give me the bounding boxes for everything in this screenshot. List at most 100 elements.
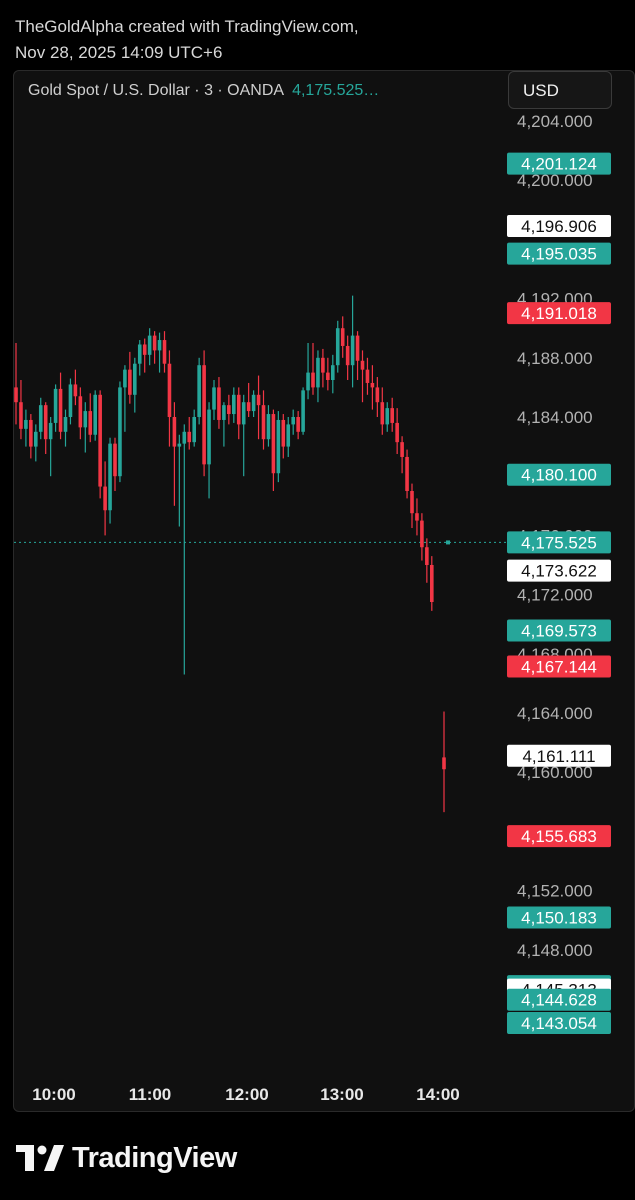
candle-body [335, 328, 340, 366]
candle-body [430, 565, 434, 602]
candle-body [207, 409, 211, 465]
candle-body [142, 344, 147, 355]
candle-body [78, 396, 83, 428]
candle-body [14, 387, 18, 403]
current-price-marker [446, 540, 450, 545]
candle-body [192, 417, 196, 443]
candle-body [340, 328, 345, 346]
candle-body [345, 345, 350, 366]
price-label: 4,161.111 [522, 747, 595, 766]
x-tick-label: 12:00 [225, 1085, 268, 1104]
candle-body [281, 419, 286, 447]
candle-body [103, 486, 107, 511]
y-tick-label: 4,172.000 [517, 586, 593, 605]
candle-body [227, 405, 231, 415]
candle-body [375, 387, 380, 403]
candle-body [301, 390, 305, 432]
candle-body [355, 335, 360, 361]
candle-body [172, 417, 177, 447]
candle-body [113, 443, 117, 477]
candlestick-chart[interactable]: 4,204.0004,200.0004,192.0004,188.0004,18… [14, 71, 634, 1111]
candle-body [370, 382, 375, 388]
candle-body [68, 384, 73, 417]
price-label-box [507, 463, 611, 486]
x-tick-label: 11:00 [129, 1085, 172, 1104]
price-label-box [507, 242, 611, 265]
candle-body [390, 408, 394, 423]
price-label: 4,180.100 [521, 466, 597, 485]
candle-body [425, 547, 429, 565]
y-tick-label: 4,200.000 [517, 171, 593, 190]
candle-body [128, 369, 132, 395]
candle-body [405, 456, 409, 491]
candle-body [365, 369, 370, 383]
candle-body [217, 387, 221, 420]
candle-body [43, 405, 48, 440]
candle-body [108, 443, 112, 511]
price-label: 4,144.628 [521, 991, 597, 1010]
candle-body [177, 443, 182, 447]
candle-body [380, 402, 385, 425]
candle-body [236, 394, 241, 425]
candle-body [286, 424, 291, 447]
candle-body [212, 387, 216, 410]
price-label-box [507, 988, 611, 1011]
price-label: 4,196.906 [521, 217, 597, 236]
price-label-box [507, 152, 611, 175]
candle-body [83, 411, 88, 428]
candle-body [157, 340, 162, 351]
chart-panel[interactable]: 4,204.000 4,200.000 4,192.000 4,188.000 4,18… [13, 70, 635, 1112]
price-label-box [507, 1012, 611, 1035]
tradingview-brand[interactable]: TradingView [16, 1138, 237, 1178]
candle-body [442, 757, 446, 770]
x-tick-label: 13:00 [320, 1085, 363, 1104]
candle-body [29, 419, 33, 447]
candle-body [222, 405, 226, 420]
symbol-title: Gold Spot / U.S. Dollar · 3 · OANDA [28, 82, 285, 99]
price-label-box [507, 214, 611, 237]
candle-body [360, 360, 365, 370]
candle-body [137, 344, 142, 364]
y-tick-label: 4,204.000 [517, 112, 593, 131]
candle-body [400, 442, 404, 457]
y-tick-label: 4,152.000 [517, 882, 593, 901]
candle-body [331, 365, 335, 380]
candle-body [261, 405, 266, 440]
candle-body [58, 388, 63, 432]
candle-body [410, 491, 414, 514]
candle-body [241, 402, 246, 425]
caption-timestamp: Nov 28, 2025 14:09 UTC+6 [15, 43, 223, 62]
candle-body [306, 372, 310, 391]
candle-body [316, 357, 320, 388]
candle-body [276, 419, 281, 474]
price-label: 4,169.573 [521, 622, 597, 641]
currency-button[interactable]: USD [508, 71, 612, 109]
candle-body [420, 520, 424, 548]
candle-body [152, 335, 157, 351]
candle-body [98, 394, 102, 487]
candle-body [147, 335, 152, 355]
candle-body [93, 394, 97, 435]
candle-body [162, 340, 167, 364]
candle-body [246, 402, 251, 412]
candle-body [182, 431, 187, 444]
candle-body [291, 417, 295, 425]
candle-body [19, 402, 23, 429]
candle-body [34, 431, 38, 447]
price-label: 4,175.525 [521, 533, 597, 552]
candle-body [251, 394, 256, 412]
caption-author: TheGoldAlpha created with TradingView.co… [15, 17, 359, 36]
candle-body [133, 363, 137, 395]
price-label: 4,150.183 [521, 908, 597, 927]
candle-body [350, 335, 355, 366]
y-tick-label: 4,184.000 [517, 408, 593, 427]
candle-body [415, 513, 419, 521]
candle-body [53, 388, 58, 423]
price-label-box [507, 619, 611, 642]
candle-body [271, 414, 276, 474]
price-label: 4,201.124 [521, 155, 597, 174]
x-tick-label: 10:00 [32, 1085, 75, 1104]
tradingview-wordmark: TradingView [72, 1141, 237, 1174]
tradingview-logo-icon [16, 1145, 64, 1171]
candle-body [395, 422, 399, 443]
